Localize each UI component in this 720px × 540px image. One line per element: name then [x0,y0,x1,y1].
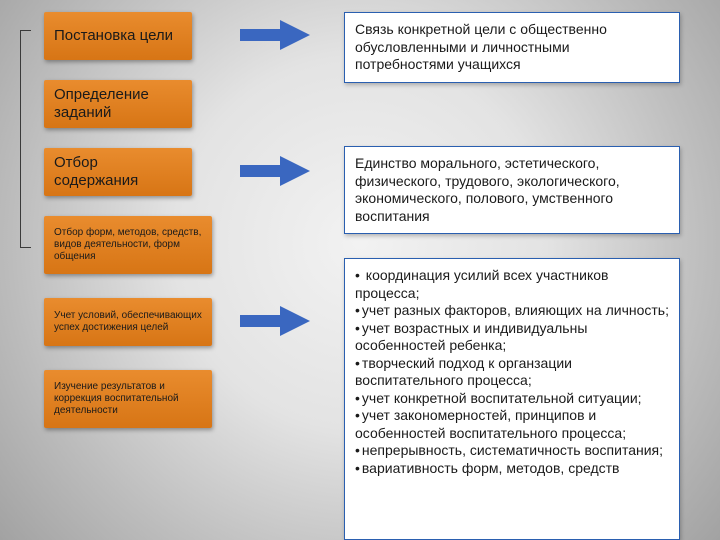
orange-box-goal: Постановка цели [44,12,192,60]
white-box-text: Единство морального, эстетического, физи… [355,155,620,224]
white-box-bullet: учет разных факторов, влияющих на личнос… [355,302,669,320]
orange-box-label: Учет условий, обеспечивающих успех дости… [54,310,202,334]
white-box-bullet: непрерывность, систематичность воспитани… [355,442,669,460]
left-bracket [20,30,21,248]
white-box-bullet: координация усилий всех участников проце… [355,267,669,302]
orange-box-label: Отбор форм, методов, средств, видов деят… [54,227,202,263]
orange-box-label: Постановка цели [54,27,173,45]
white-box-text: Связь конкретной цели с общественно обус… [355,21,607,72]
orange-box-forms: Отбор форм, методов, средств, видов деят… [44,216,212,274]
orange-box-label: Отбор содержания [54,154,182,190]
white-box-wb3: координация усилий всех участников проце… [344,258,680,540]
white-box-bullet: учет конкретной воспитательной ситуации; [355,390,669,408]
orange-box-label: Изучение результатов и коррекция воспита… [54,381,202,417]
orange-box-label: Определение заданий [54,86,182,122]
white-box-wb1: Связь конкретной цели с общественно обус… [344,12,680,83]
white-box-bullet: учет возрастных и индивидуальны особенно… [355,320,669,355]
arrow-right-icon [240,20,310,50]
white-box-bullet: учет закономерностей, принципов и особен… [355,407,669,442]
orange-box-conditions: Учет условий, обеспечивающих успех дости… [44,298,212,346]
white-box-bullet-list: координация усилий всех участников проце… [355,267,669,477]
orange-box-content: Отбор содержания [44,148,192,196]
orange-box-results: Изучение результатов и коррекция воспита… [44,370,212,428]
arrow-right-icon [240,306,310,336]
arrow-right-icon [240,156,310,186]
white-box-bullet: творческий подход к органзации воспитате… [355,355,669,390]
white-box-wb2: Единство морального, эстетического, физи… [344,146,680,234]
white-box-bullet: вариативность форм, методов, средств [355,460,669,478]
orange-box-tasks: Определение заданий [44,80,192,128]
